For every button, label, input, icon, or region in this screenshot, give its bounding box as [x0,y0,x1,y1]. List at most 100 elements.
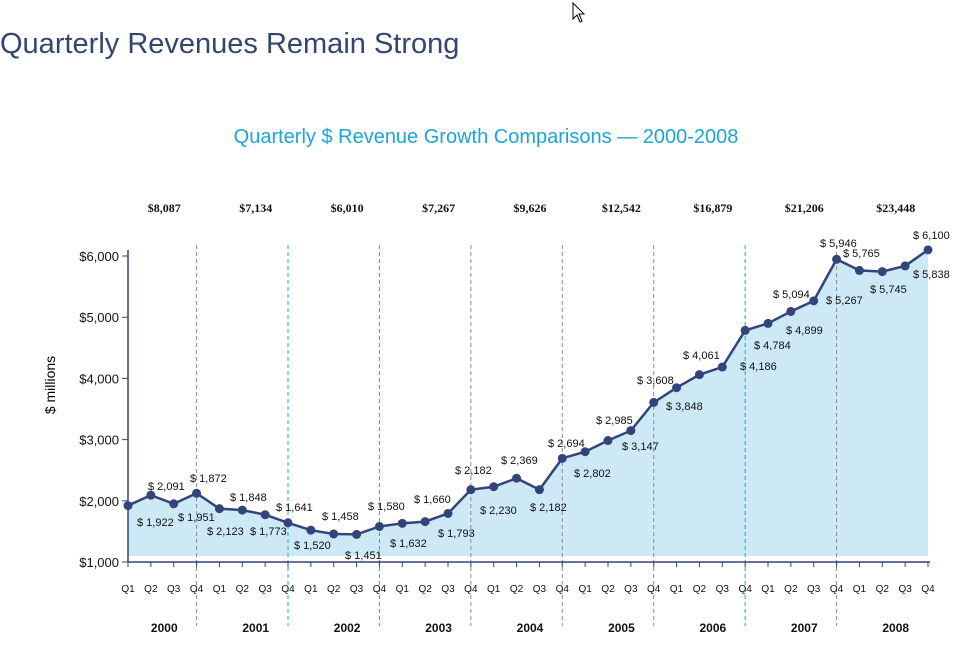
data-point [329,529,339,539]
quarter-label: Q2 [510,584,524,595]
data-label: $ 6,100 [913,230,950,242]
quarter-label: Q1 [121,584,135,595]
chart-title: Quarterly $ Revenue Growth Comparisons —… [233,126,739,148]
data-point [923,245,933,255]
year-label: 2008 [882,621,909,635]
data-point [649,397,659,407]
data-point [306,525,316,535]
data-point [694,370,704,380]
quarter-label: Q2 [601,584,615,595]
quarter-label: Q1 [304,584,318,595]
data-label: $ 1,520 [294,540,331,552]
data-point [283,518,293,528]
y-axis-label: $ millions [42,356,58,414]
quarter-label: Q2 [876,584,890,595]
y-tick-label: $3,000 [79,433,119,448]
data-point [260,510,270,520]
quarter-label: Q3 [716,584,730,595]
data-label: $ 4,784 [754,340,791,352]
data-label: $ 1,458 [322,511,359,523]
annual-total: $8,087 [148,201,181,215]
quarter-label: Q2 [693,584,707,595]
quarter-label: Q4 [647,584,661,595]
data-point [443,508,453,518]
data-label: $ 1,793 [438,528,475,540]
data-point [534,485,544,495]
data-label: $ 1,641 [276,502,313,514]
data-label: $ 4,061 [683,350,720,362]
data-label: $ 2,182 [455,465,492,477]
annual-total: $7,134 [239,201,272,215]
year-label: 2001 [242,621,269,635]
quarter-label: Q2 [784,584,798,595]
mouse-cursor-icon [572,2,586,23]
y-tick-label: $6,000 [79,249,119,264]
data-point [740,325,750,335]
data-label: $ 1,922 [137,517,174,529]
data-point [580,447,590,457]
data-label: $ 5,765 [843,248,880,260]
quarter-label: Q2 [144,584,158,595]
data-point [854,265,864,275]
quarter-label: Q2 [418,584,432,595]
quarter-label: Q3 [624,584,638,595]
data-label: $ 1,632 [390,538,427,550]
data-label: $ 2,985 [596,415,633,427]
data-point [809,296,819,306]
quarter-label: Q3 [533,584,547,595]
year-label: 2000 [151,621,178,635]
area-fill [128,249,928,556]
data-point [763,318,773,328]
y-tick-label: $4,000 [79,371,119,386]
data-point [877,267,887,277]
quarter-label: Q3 [350,584,364,595]
year-label: 2005 [608,621,635,635]
quarter-label: Q1 [487,584,501,595]
year-label: 2007 [791,621,818,635]
quarter-label: Q1 [761,584,775,595]
data-point [466,485,476,495]
y-tick-label: $1,000 [79,555,119,570]
quarter-label: Q1 [853,584,867,595]
data-point [832,254,842,264]
quarter-label: Q4 [921,584,935,595]
year-label: 2002 [334,621,361,635]
data-point [123,501,133,511]
data-label: $ 1,872 [190,473,227,485]
quarter-label: Q4 [281,584,295,595]
data-point [786,306,796,316]
data-point [626,426,636,436]
data-label: $ 1,660 [414,494,451,506]
data-label: $ 1,848 [230,492,267,504]
data-point [374,522,384,532]
annual-total: $16,879 [693,201,732,215]
data-point [352,529,362,539]
quarter-label: Q1 [578,584,592,595]
quarter-label: Q2 [236,584,250,595]
data-point [717,362,727,372]
data-point [900,261,910,271]
data-label: $ 3,848 [666,401,703,413]
data-label: $ 2,182 [530,502,567,514]
annual-total: $21,206 [785,201,824,215]
data-label: $ 2,230 [480,505,517,517]
data-point [146,490,156,500]
data-point [489,482,499,492]
data-point [603,436,613,446]
data-label: $ 4,899 [786,325,823,337]
quarter-label: Q1 [670,584,684,595]
page-title: Quarterly Revenues Remain Strong [0,28,460,60]
year-label: 2006 [700,621,727,635]
quarter-label: Q3 [898,584,912,595]
data-label: $ 2,123 [207,526,244,538]
data-label: $ 1,580 [368,501,405,513]
data-point [192,488,202,498]
data-label: $ 1,451 [345,550,382,562]
year-label: 2003 [425,621,452,635]
data-label: $ 5,745 [870,284,907,296]
data-label: $ 2,694 [548,438,585,450]
data-label: $ 1,951 [178,512,215,524]
y-tick-label: $5,000 [79,310,119,325]
data-point [397,518,407,528]
